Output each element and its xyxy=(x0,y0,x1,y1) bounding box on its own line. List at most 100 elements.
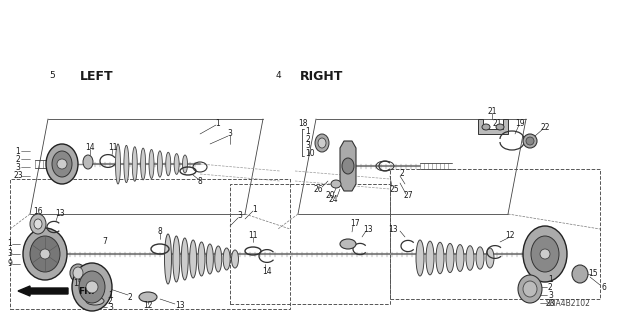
Text: 15: 15 xyxy=(73,279,83,288)
Text: SNA4B2102: SNA4B2102 xyxy=(545,300,590,308)
Text: 2: 2 xyxy=(548,283,553,292)
Text: 3: 3 xyxy=(15,162,20,172)
Ellipse shape xyxy=(572,265,588,283)
Text: 21: 21 xyxy=(487,107,497,115)
Ellipse shape xyxy=(52,151,72,177)
Ellipse shape xyxy=(476,247,484,269)
Ellipse shape xyxy=(436,242,444,274)
Text: 13: 13 xyxy=(363,225,373,234)
Text: 10: 10 xyxy=(305,150,315,159)
Text: 21: 21 xyxy=(492,118,502,128)
Ellipse shape xyxy=(416,240,424,276)
Ellipse shape xyxy=(174,154,179,174)
Text: 2: 2 xyxy=(15,154,20,164)
Text: 1: 1 xyxy=(15,146,20,155)
Text: 26: 26 xyxy=(313,184,323,194)
Text: 3: 3 xyxy=(7,249,12,258)
Text: 14: 14 xyxy=(85,143,95,152)
Text: 4: 4 xyxy=(275,71,281,80)
Ellipse shape xyxy=(526,137,534,145)
Text: 13: 13 xyxy=(388,225,398,234)
Text: 18: 18 xyxy=(298,118,307,128)
Ellipse shape xyxy=(189,240,196,278)
Text: 12: 12 xyxy=(505,232,515,241)
Ellipse shape xyxy=(182,155,188,173)
Text: 23: 23 xyxy=(545,299,555,308)
Ellipse shape xyxy=(486,248,494,268)
Ellipse shape xyxy=(34,219,42,229)
Text: 22: 22 xyxy=(540,122,550,131)
Text: 3: 3 xyxy=(228,130,232,138)
Text: 8: 8 xyxy=(198,176,202,186)
Text: 13: 13 xyxy=(55,209,65,218)
Ellipse shape xyxy=(149,150,154,179)
Ellipse shape xyxy=(482,124,490,130)
Ellipse shape xyxy=(40,249,50,259)
Text: 27: 27 xyxy=(403,191,413,201)
Ellipse shape xyxy=(30,214,46,234)
Ellipse shape xyxy=(446,243,454,272)
Ellipse shape xyxy=(331,180,341,188)
Ellipse shape xyxy=(340,239,356,249)
Ellipse shape xyxy=(164,234,172,284)
Ellipse shape xyxy=(57,159,67,169)
Text: 2: 2 xyxy=(399,169,404,179)
Ellipse shape xyxy=(72,263,112,311)
Text: LEFT: LEFT xyxy=(80,70,114,83)
Text: 25: 25 xyxy=(389,184,399,194)
Text: 1: 1 xyxy=(216,118,220,128)
Ellipse shape xyxy=(198,242,205,276)
Text: 13: 13 xyxy=(175,301,185,310)
Ellipse shape xyxy=(426,241,434,275)
Ellipse shape xyxy=(166,152,171,176)
Text: 20: 20 xyxy=(325,190,335,199)
Ellipse shape xyxy=(141,148,146,180)
Text: 9: 9 xyxy=(7,259,12,269)
Ellipse shape xyxy=(523,226,567,282)
Bar xyxy=(390,169,600,299)
Ellipse shape xyxy=(132,147,137,181)
Ellipse shape xyxy=(456,245,464,271)
Text: FR.: FR. xyxy=(78,286,95,295)
Ellipse shape xyxy=(518,275,542,303)
Ellipse shape xyxy=(181,238,188,280)
Ellipse shape xyxy=(124,145,129,182)
Text: 1: 1 xyxy=(7,240,12,249)
Ellipse shape xyxy=(531,236,559,272)
Text: 19: 19 xyxy=(515,118,525,128)
Text: 3: 3 xyxy=(305,142,310,151)
Text: 12: 12 xyxy=(143,301,153,310)
Ellipse shape xyxy=(79,271,105,303)
Polygon shape xyxy=(478,119,508,134)
Text: 3: 3 xyxy=(548,291,553,300)
Ellipse shape xyxy=(223,248,230,270)
Ellipse shape xyxy=(342,158,354,174)
Ellipse shape xyxy=(232,250,239,268)
Text: 7: 7 xyxy=(102,236,108,246)
Ellipse shape xyxy=(523,134,537,148)
Text: 2: 2 xyxy=(127,293,132,301)
Text: 3: 3 xyxy=(108,302,113,311)
Text: 8: 8 xyxy=(157,226,163,235)
Text: 6: 6 xyxy=(602,283,607,292)
Text: 1: 1 xyxy=(305,127,310,136)
Text: 16: 16 xyxy=(33,206,43,216)
Ellipse shape xyxy=(139,292,157,302)
Text: RIGHT: RIGHT xyxy=(300,70,344,83)
Ellipse shape xyxy=(173,236,180,282)
Ellipse shape xyxy=(523,281,537,297)
Text: 24: 24 xyxy=(328,195,338,204)
Text: 1: 1 xyxy=(548,275,553,284)
Ellipse shape xyxy=(215,246,221,272)
Text: 3: 3 xyxy=(237,211,243,220)
Ellipse shape xyxy=(70,264,86,282)
Ellipse shape xyxy=(496,124,504,130)
Ellipse shape xyxy=(540,249,550,259)
Text: 2: 2 xyxy=(108,296,113,306)
Ellipse shape xyxy=(115,144,120,184)
Text: 1: 1 xyxy=(253,204,257,213)
Text: 5: 5 xyxy=(49,71,55,80)
Ellipse shape xyxy=(315,134,329,152)
Text: 2: 2 xyxy=(305,135,310,144)
Polygon shape xyxy=(340,141,356,191)
